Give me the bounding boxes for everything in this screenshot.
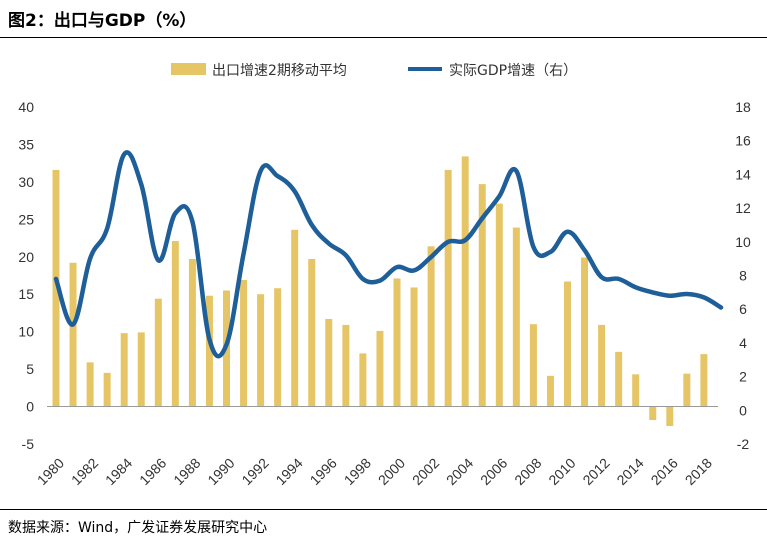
x-axis-tick-label: 1982 xyxy=(68,455,101,488)
export-growth-bar xyxy=(598,324,606,407)
export-growth-bar xyxy=(120,333,128,407)
bottom-divider xyxy=(0,509,767,510)
x-axis-tick-label: 2004 xyxy=(443,455,476,488)
x-axis-ticks: 1980 1982 1984 1986 1988 1990 1992 1994 1996 1998… xyxy=(34,455,715,488)
x-axis-tick-label: 1992 xyxy=(238,455,271,488)
legend-bar-swatch xyxy=(171,63,206,75)
export-growth-bar xyxy=(188,259,196,407)
export-growth-bar xyxy=(495,203,503,407)
export-growth-bar xyxy=(359,353,367,407)
left-axis-tick-label: 35 xyxy=(18,136,34,152)
export-growth-bar xyxy=(410,287,418,407)
export-growth-bar xyxy=(137,332,145,407)
right-axis-tick-label: -2 xyxy=(737,436,750,452)
export-growth-bar xyxy=(52,169,60,407)
left-axis-tick-label: 5 xyxy=(26,361,34,377)
export-growth-bar xyxy=(632,374,640,407)
export-growth-bar xyxy=(205,295,213,407)
left-axis-tick-label: 10 xyxy=(18,324,34,340)
export-growth-bar xyxy=(308,259,316,407)
export-growth-bar xyxy=(581,257,589,407)
left-axis-tick-label: 15 xyxy=(18,286,34,302)
left-axis-tick-label: 0 xyxy=(26,399,34,415)
left-axis-tick-label: 25 xyxy=(18,211,34,227)
export-growth-bar xyxy=(103,372,111,407)
export-growth-bar xyxy=(325,318,333,407)
source-note: 数据来源：Wind，广发证券发展研究中心 xyxy=(8,520,268,536)
export-growth-bar xyxy=(666,406,674,427)
x-axis-tick-label: 1998 xyxy=(341,455,374,488)
export-growth-bar xyxy=(478,184,486,407)
x-axis-tick-label: 2002 xyxy=(409,455,442,488)
export-growth-bar xyxy=(615,351,623,407)
right-axis-tick-label: 10 xyxy=(735,234,751,250)
export-growth-bar xyxy=(649,406,657,421)
x-axis-tick-label: 1986 xyxy=(136,455,169,488)
export-growth-bar xyxy=(461,156,469,407)
right-axis-tick-label: 0 xyxy=(739,402,747,418)
export-growth-bar xyxy=(529,324,537,407)
legend-line-label: 实际GDP增速（右） xyxy=(449,63,577,79)
chart-title: 图2：出口与GDP（%） xyxy=(8,11,197,31)
right-axis-tick-label: 18 xyxy=(735,99,751,115)
export-growth-bar xyxy=(564,281,571,407)
export-growth-bar xyxy=(700,354,708,407)
export-growth-bar xyxy=(427,246,435,407)
right-axis-tick-label: 16 xyxy=(735,133,751,149)
chart-legend: 出口增速2期移动平均 实际GDP增速（右） xyxy=(171,63,577,79)
x-axis-tick-label: 2008 xyxy=(511,455,544,488)
left-axis-tick-label: 40 xyxy=(18,99,34,115)
export-growth-bar xyxy=(69,262,77,407)
left-axis-tick-label: 30 xyxy=(18,174,34,190)
x-axis-tick-label: 2016 xyxy=(648,455,681,488)
export-growth-bar xyxy=(683,373,691,407)
gdp-growth-line xyxy=(53,150,724,359)
x-axis-tick-label: 1996 xyxy=(307,455,340,488)
right-axis-tick-label: 14 xyxy=(735,166,751,182)
x-axis-tick-label: 1988 xyxy=(170,455,203,488)
export-growth-bar xyxy=(376,330,384,407)
right-axis-tick-label: 2 xyxy=(739,369,747,385)
legend-bar-label: 出口增速2期移动平均 xyxy=(212,63,347,79)
x-axis-tick-label: 1980 xyxy=(34,455,67,488)
export-growth-bar xyxy=(274,288,282,407)
left-axis-ticks: -5 0 5 10 15 20 25 30 35 40 xyxy=(18,99,34,452)
export-growth-bar xyxy=(291,229,299,407)
export-growth-bar xyxy=(171,241,179,407)
x-axis-tick-label: 2012 xyxy=(579,455,612,488)
export-growth-bar xyxy=(393,278,401,407)
x-axis-tick-label: 2006 xyxy=(477,455,510,488)
right-axis-ticks: -2 0 2 4 6 8 10 12 14 16 18 xyxy=(735,99,751,452)
x-axis-tick-label: 2000 xyxy=(375,455,408,488)
export-growth-bar xyxy=(240,279,248,407)
bar-series xyxy=(52,156,708,427)
left-axis-tick-label: -5 xyxy=(22,436,35,452)
x-axis-tick-label: 1994 xyxy=(272,455,305,488)
right-axis-tick-label: 12 xyxy=(735,200,751,216)
x-axis-tick-label: 1990 xyxy=(204,455,237,488)
left-axis-tick-label: 20 xyxy=(18,249,34,265)
x-axis-tick-label: 2018 xyxy=(682,455,715,488)
export-growth-bar xyxy=(154,298,162,407)
export-growth-bar xyxy=(512,227,520,407)
x-axis-tick-label: 2010 xyxy=(545,455,578,488)
export-growth-bar xyxy=(444,169,452,407)
top-divider xyxy=(0,37,767,38)
export-growth-bar xyxy=(546,375,554,407)
right-axis-tick-label: 8 xyxy=(739,268,747,284)
export-growth-bar xyxy=(257,294,265,407)
export-growth-bar xyxy=(342,324,350,407)
right-axis-tick-label: 6 xyxy=(739,301,747,317)
x-axis-tick-label: 2014 xyxy=(613,455,646,488)
right-axis-tick-label: 4 xyxy=(739,335,747,351)
x-axis-tick-label: 1984 xyxy=(102,455,135,488)
export-growth-bar xyxy=(86,362,94,407)
